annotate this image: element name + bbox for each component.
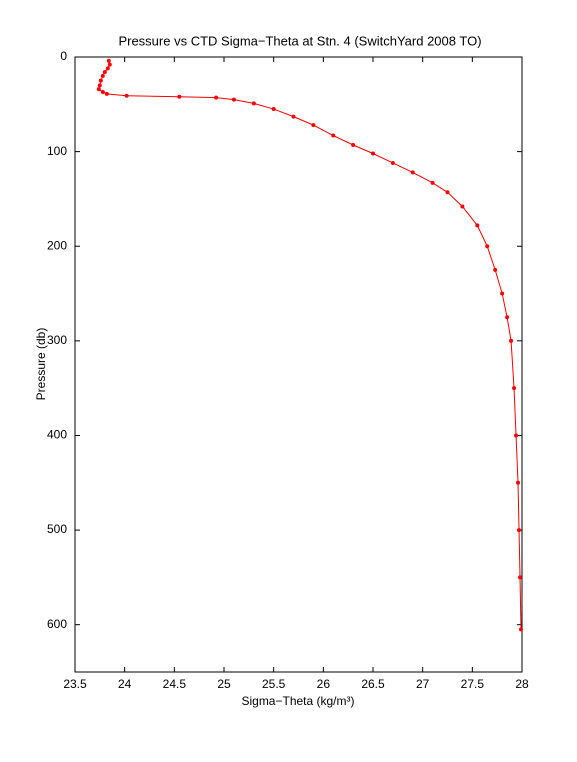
data-point	[98, 78, 103, 83]
x-tick-label: 24.5	[163, 677, 187, 691]
data-point	[251, 101, 256, 106]
x-tick-label: 26	[317, 677, 331, 691]
chart-title: Pressure vs CTD Sigma−Theta at Stn. 4 (S…	[118, 33, 481, 48]
y-tick-label: 0	[60, 49, 67, 63]
x-tick-label: 27.5	[461, 677, 485, 691]
x-tick-label: 24	[118, 677, 132, 691]
data-point	[509, 338, 514, 343]
axes-box	[74, 56, 523, 673]
data-point	[351, 142, 356, 147]
y-tick-label: 300	[47, 333, 67, 347]
x-tick-label: 23.5	[63, 677, 87, 691]
y-tick-label: 500	[47, 522, 67, 536]
data-point	[514, 433, 519, 438]
data-point	[107, 62, 112, 67]
data-point	[493, 267, 498, 272]
x-tick-label: 27	[416, 677, 430, 691]
x-tick-label: 25	[217, 677, 231, 691]
data-point	[460, 204, 465, 209]
data-point	[100, 90, 105, 95]
data-point	[214, 95, 219, 100]
data-point	[410, 170, 415, 175]
data-point	[124, 93, 129, 98]
y-tick-label: 200	[47, 238, 67, 252]
data-point	[500, 291, 505, 296]
data-point	[291, 114, 296, 119]
data-point	[96, 87, 101, 92]
y-tick-label: 100	[47, 144, 67, 158]
data-point	[430, 180, 435, 185]
data-point	[97, 83, 102, 88]
y-tick-label: 600	[47, 617, 67, 631]
data-point	[104, 91, 109, 96]
data-point	[519, 627, 524, 632]
data-point	[516, 480, 521, 485]
y-axis-label: Pressure (db)	[34, 328, 48, 401]
x-axis-label: Sigma−Theta (kg/m³)	[241, 694, 354, 708]
data-point	[271, 107, 276, 112]
data-point	[331, 133, 336, 138]
data-point	[231, 97, 236, 102]
data-point	[485, 244, 490, 249]
data-point	[390, 160, 395, 165]
data-point	[445, 190, 450, 195]
data-point	[311, 123, 316, 128]
x-tick-label: 25.5	[262, 677, 286, 691]
data-point	[512, 386, 517, 391]
data-point	[106, 58, 111, 63]
data-point	[102, 70, 107, 75]
data-point	[177, 94, 182, 99]
x-tick-label: 26.5	[361, 677, 385, 691]
data-point	[505, 315, 510, 320]
data-point	[517, 528, 522, 533]
y-tick-label: 400	[47, 428, 67, 442]
data-point	[518, 575, 523, 580]
data-point	[475, 223, 480, 228]
data-point	[371, 151, 375, 156]
data-point	[100, 73, 105, 78]
x-tick-label: 28	[515, 677, 529, 691]
data-point	[105, 66, 110, 71]
